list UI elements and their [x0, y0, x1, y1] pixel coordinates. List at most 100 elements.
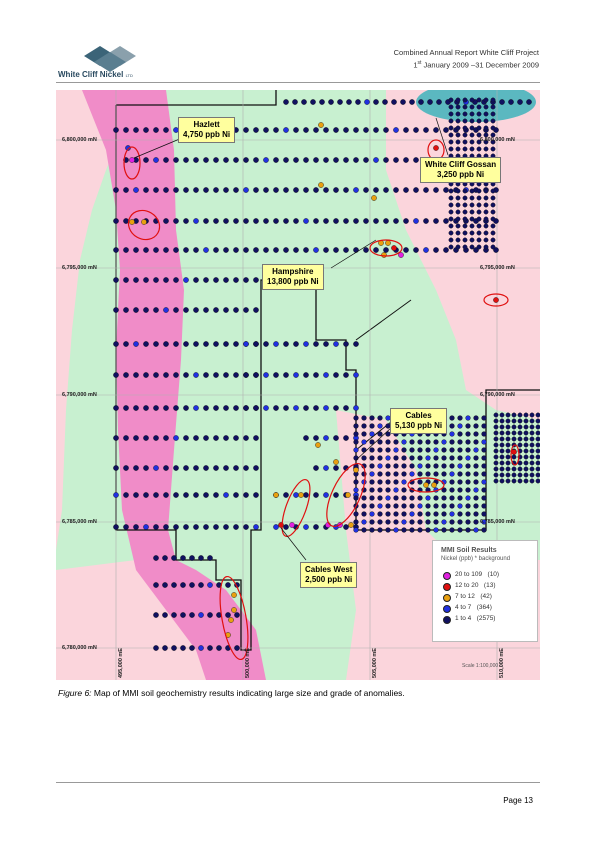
soil-sample-point — [153, 612, 159, 618]
soil-sample-point — [499, 436, 505, 442]
soil-sample-point — [457, 431, 463, 437]
soil-sample-point — [449, 415, 455, 421]
soil-sample-point — [499, 442, 505, 448]
soil-sample-point — [499, 466, 505, 472]
callout-cables-west: Cables West 2,500 ppb Ni — [300, 562, 358, 588]
soil-sample-point — [393, 218, 399, 224]
soil-sample-point — [413, 157, 419, 163]
soil-sample-point — [499, 424, 505, 430]
page-number: Page 13 — [503, 796, 533, 805]
soil-sample-point — [133, 341, 139, 347]
soil-sample-point — [361, 455, 367, 461]
soil-sample-point — [233, 435, 239, 441]
soil-sample-point — [462, 188, 468, 194]
soil-sample-point — [213, 405, 219, 411]
soil-sample-point — [490, 188, 496, 194]
soil-sample-point — [481, 503, 487, 509]
soil-sample-point — [193, 307, 199, 313]
soil-sample-point — [448, 139, 454, 145]
soil-sample-point — [401, 471, 407, 477]
soil-sample-point — [469, 195, 475, 201]
soil-sample-point — [263, 405, 269, 411]
soil-sample-point — [462, 223, 468, 229]
soil-sample-point — [417, 447, 423, 453]
mmi-soil-map: 6,800,000 mN 6,795,000 mN 6,790,000 mN 6… — [56, 82, 541, 680]
soil-sample-point — [213, 341, 219, 347]
easting-label: 505,000 mE — [372, 648, 378, 678]
soil-sample-point — [383, 247, 389, 253]
soil-sample-point — [263, 247, 269, 253]
soil-sample-point — [289, 522, 295, 528]
soil-sample-point — [133, 465, 139, 471]
soil-sample-point — [153, 555, 159, 561]
soil-sample-point — [377, 471, 383, 477]
soil-sample-point — [417, 527, 423, 533]
soil-sample-point — [353, 187, 359, 193]
anomaly-outline-cables-west — [281, 479, 311, 537]
soil-sample-point — [483, 104, 489, 110]
soil-sample-point — [377, 527, 383, 533]
soil-sample-point — [473, 479, 479, 485]
footer-divider — [56, 782, 540, 783]
soil-sample-point — [535, 472, 541, 478]
soil-sample-point — [449, 503, 455, 509]
soil-sample-point — [343, 218, 349, 224]
soil-sample-point — [483, 223, 489, 229]
soil-sample-point — [333, 247, 339, 253]
soil-sample-point — [449, 423, 455, 429]
soil-sample-point — [393, 127, 399, 133]
soil-sample-point — [443, 218, 449, 224]
soil-sample-point — [313, 524, 319, 530]
soil-sample-point — [499, 454, 505, 460]
soil-sample-point — [373, 218, 379, 224]
soil-sample-point — [113, 187, 119, 193]
soil-sample-point — [348, 522, 354, 528]
soil-sample-point — [483, 188, 489, 194]
soil-sample-point — [133, 405, 139, 411]
soil-sample-point — [476, 132, 482, 138]
soil-sample-point — [511, 478, 517, 484]
soil-sample-point — [273, 187, 279, 193]
soil-sample-point — [353, 415, 359, 421]
soil-sample-point — [369, 431, 375, 437]
soil-sample-point — [490, 125, 496, 131]
soil-sample-point — [198, 555, 204, 561]
soil-sample-point — [523, 442, 529, 448]
soil-sample-point — [163, 465, 169, 471]
soil-sample-point — [465, 519, 471, 525]
soil-sample-point — [505, 460, 511, 466]
soil-sample-point — [113, 492, 119, 498]
northing-label: 6,785,000 mN — [62, 519, 97, 525]
soil-sample-point — [465, 495, 471, 501]
soil-sample-point — [409, 495, 415, 501]
soil-sample-point — [490, 223, 496, 229]
soil-sample-point — [465, 471, 471, 477]
soil-sample-point — [193, 405, 199, 411]
soil-sample-point — [213, 435, 219, 441]
soil-sample-point — [417, 519, 423, 525]
soil-sample-point — [233, 187, 239, 193]
soil-sample-point — [213, 465, 219, 471]
soil-sample-point — [393, 479, 399, 485]
soil-sample-point — [499, 460, 505, 466]
soil-sample-point — [283, 372, 289, 378]
soil-sample-point — [113, 247, 119, 253]
soil-sample-point — [511, 449, 517, 455]
soil-sample-point — [198, 582, 204, 588]
soil-sample-point — [233, 277, 239, 283]
soil-sample-point — [448, 104, 454, 110]
soil-sample-point — [462, 195, 468, 201]
soil-sample-point — [393, 439, 399, 445]
soil-sample-point — [523, 424, 529, 430]
soil-sample-point — [523, 448, 529, 454]
soil-sample-point — [233, 247, 239, 253]
soil-sample-point — [476, 244, 482, 250]
soil-sample-point — [535, 412, 541, 418]
soil-sample-point — [425, 519, 431, 525]
soil-sample-point — [385, 527, 391, 533]
soil-sample-point — [223, 277, 229, 283]
soil-sample-point — [369, 463, 375, 469]
soil-sample-point — [123, 127, 129, 133]
soil-sample-point — [129, 219, 135, 225]
soil-sample-point — [303, 405, 309, 411]
